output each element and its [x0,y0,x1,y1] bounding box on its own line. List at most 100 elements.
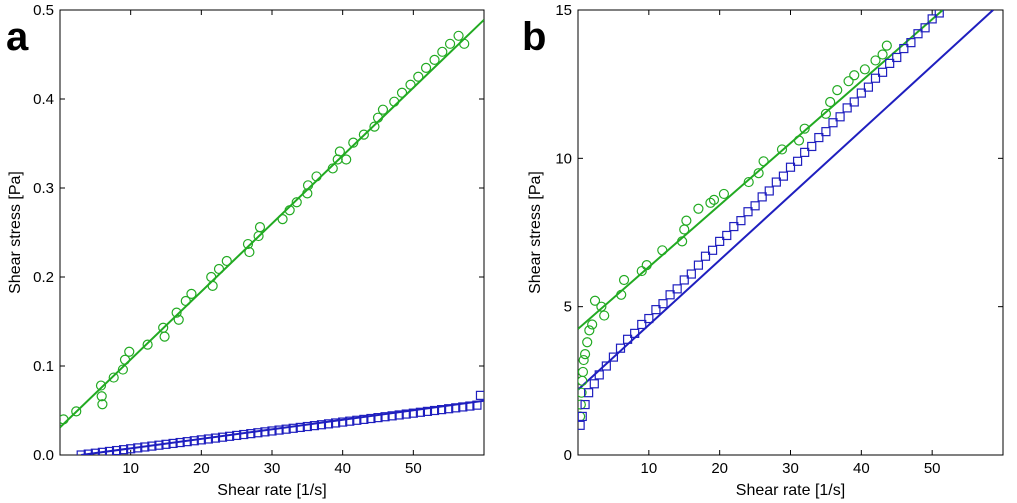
data-point-square [877,67,888,77]
data-point-circle [327,163,338,174]
data-point-square [785,162,796,172]
data-point-circle [596,301,607,312]
data-point-circle [578,411,586,422]
x-tick-label: 30 [782,460,799,477]
data-point-square [225,431,235,441]
data-point-circle [578,366,589,378]
data-point-square [260,427,270,437]
data-point-square [415,407,425,417]
data-point-square [154,440,164,450]
x-tick-label: 20 [193,460,210,477]
data-point-circle [718,188,730,200]
data-point-square [147,441,157,451]
data-point-square [637,319,647,330]
data-point-circle [389,96,400,107]
data-point-square [736,216,746,226]
data-point-square [764,186,774,196]
y-tick-label: 0.5 [33,2,54,19]
data-point-square [578,420,585,430]
data-point-circle [799,123,810,134]
data-point-circle [124,346,135,357]
data-point-circle [277,214,288,225]
data-point-circle [348,137,359,148]
data-point-circle [95,380,107,391]
data-point-square [338,417,348,427]
data-point-circle [173,314,184,325]
data-point-square [217,432,228,442]
data-point-square [870,73,881,83]
data-point-circle [213,263,225,275]
data-point-square [584,388,594,398]
data-point-circle [420,62,432,73]
x-tick-label: 10 [640,460,657,477]
data-point-square [111,445,122,455]
data-point-square [927,14,937,24]
data-point-square [281,424,291,434]
plot-frame [59,9,485,456]
data-point-square [849,97,859,107]
data-point-circle [616,289,627,300]
data-point-square [885,58,895,69]
data-point-square [863,82,874,92]
data-point-square [316,420,327,430]
data-point-square [906,38,916,48]
data-point-circle [60,414,69,425]
y-tick-label: 15 [555,2,572,19]
data-point-square [658,299,668,309]
data-point-circle [242,238,254,250]
data-point-circle [377,104,389,115]
panel-letter: a [6,15,29,59]
data-point-circle [877,49,888,60]
data-point-circle [108,372,119,383]
data-point-circle [584,325,595,336]
data-point-circle [679,224,690,235]
data-point-square [743,207,753,217]
data-point-square [380,412,390,422]
data-point-square [792,156,803,166]
data-point-circle [881,40,892,51]
data-point-square [387,411,397,421]
data-point-square [807,141,817,152]
data-point-square [373,413,383,423]
data-point-square [920,23,930,33]
data-point-circle [142,339,153,350]
data-point-circle [820,108,832,119]
data-point-square [601,361,611,371]
x-tick-label: 20 [711,460,728,477]
data-point-square [76,450,86,455]
data-point-square [126,444,136,454]
data-point-circle [843,76,854,87]
y-tick-label: 0.1 [33,358,54,375]
data-point-circle [206,271,217,283]
data-point-circle [693,203,704,214]
y-tick-label: 0.0 [33,447,54,464]
data-point-circle [369,121,380,132]
data-point-square [189,436,199,446]
data-point-square [615,343,626,353]
data-point-square [892,52,902,63]
data-point-circle [207,280,218,291]
data-point-square [104,446,115,455]
y-tick-label: 0.3 [33,180,54,197]
data-point-circle [578,387,587,398]
x-tick-label: 10 [122,460,139,477]
data-point-circle [437,46,448,57]
x-tick-label: 50 [405,460,422,477]
data-point-circle [578,354,589,366]
data-point-circle [677,236,688,247]
data-point-circle [753,168,764,179]
data-point-square [83,449,93,455]
data-point-circle [372,112,384,123]
data-point-circle [849,70,860,81]
data-point-circle [758,156,769,167]
data-point-square [580,399,590,410]
data-point-circle [71,406,82,417]
data-point-square [594,370,604,380]
data-point-square [707,245,718,255]
data-point-square [274,425,284,435]
data-point-square [267,426,277,436]
data-point-square [168,438,178,449]
data-point-circle [186,288,197,300]
data-point-square [821,127,831,137]
data-point-square [323,419,334,429]
